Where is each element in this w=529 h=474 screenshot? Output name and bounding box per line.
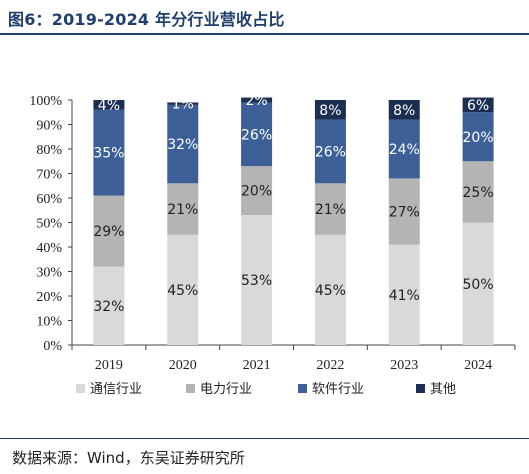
bar-segment xyxy=(241,215,273,345)
x-tick-label: 2021 xyxy=(243,358,271,373)
x-tick-label: 2023 xyxy=(390,358,418,373)
data-label: 53% xyxy=(241,273,272,289)
source-rule xyxy=(0,438,529,439)
data-label: 4% xyxy=(98,98,120,114)
y-tick-label: 40% xyxy=(36,241,62,256)
x-tick-label: 2020 xyxy=(169,358,197,373)
bar-segment xyxy=(314,234,346,345)
bar-segment xyxy=(167,183,199,235)
y-tick-label: 30% xyxy=(36,266,62,281)
data-label: 25% xyxy=(463,185,494,201)
data-label: 8% xyxy=(393,103,415,119)
bar-segment xyxy=(314,119,346,184)
y-tick-label: 100% xyxy=(29,94,62,109)
y-tick-label: 0% xyxy=(43,339,62,354)
legend-label: 通信行业 xyxy=(90,382,142,397)
data-label: 45% xyxy=(167,283,198,299)
y-tick-label: 60% xyxy=(36,192,62,207)
legend-label: 其他 xyxy=(430,382,456,397)
data-label: 20% xyxy=(241,184,272,200)
legend-swatch xyxy=(298,384,307,393)
bar-segment xyxy=(241,102,273,167)
bar-segment xyxy=(241,97,273,103)
data-label: 50% xyxy=(463,277,494,293)
data-label: 8% xyxy=(319,103,341,119)
bar-segment xyxy=(388,100,420,120)
legend-swatch xyxy=(416,384,425,393)
bar-segment xyxy=(462,222,494,345)
bar-segment xyxy=(388,178,420,245)
x-tick-label: 2022 xyxy=(316,358,344,373)
data-label: 21% xyxy=(167,202,198,218)
legend-swatch xyxy=(186,384,195,393)
source-note: 数据来源：Wind，东吴证券研究所 xyxy=(12,449,245,467)
bar-segment xyxy=(93,109,125,196)
bar-segment xyxy=(314,100,346,120)
data-label: 29% xyxy=(93,224,124,240)
data-label: 45% xyxy=(315,283,346,299)
bar-segment xyxy=(167,234,199,345)
data-label: 26% xyxy=(315,144,346,160)
bar-segment xyxy=(93,266,125,345)
legend-label: 电力行业 xyxy=(200,382,252,397)
data-label: 32% xyxy=(93,299,124,315)
bar-segment xyxy=(93,100,125,110)
data-label: 27% xyxy=(389,204,420,220)
x-tick-label: 2024 xyxy=(464,358,492,373)
y-tick-label: 90% xyxy=(36,119,62,134)
title-rule xyxy=(0,33,529,35)
y-tick-label: 80% xyxy=(36,143,62,158)
data-label: 20% xyxy=(463,130,494,146)
bar-segment xyxy=(388,244,420,345)
bar-segment xyxy=(462,97,494,113)
y-tick-label: 10% xyxy=(36,315,62,330)
data-label: 35% xyxy=(93,146,124,162)
data-label: 2% xyxy=(245,93,267,109)
data-label: 1% xyxy=(172,97,194,113)
y-tick-label: 50% xyxy=(36,217,62,232)
data-label: 26% xyxy=(241,127,272,143)
bar-segment xyxy=(93,195,125,267)
bar-segment xyxy=(167,104,199,184)
bar-segment xyxy=(462,161,494,223)
x-tick-label: 2019 xyxy=(95,358,123,373)
bar-segment xyxy=(314,183,346,235)
bar-segment xyxy=(388,119,420,179)
bar-segment xyxy=(167,102,199,105)
figure-title: 图6：2019-2024 年分行业营收占比 xyxy=(8,10,285,29)
data-label: 32% xyxy=(167,137,198,153)
data-label: 21% xyxy=(315,202,346,218)
y-tick-label: 20% xyxy=(36,290,62,305)
data-label: 6% xyxy=(467,98,489,114)
data-label: 24% xyxy=(389,142,420,158)
bar-segment xyxy=(462,112,494,162)
data-label: 41% xyxy=(389,288,420,304)
y-tick-label: 70% xyxy=(36,168,62,183)
legend-label: 软件行业 xyxy=(312,382,364,397)
legend-swatch xyxy=(76,384,85,393)
bar-segment xyxy=(241,166,273,216)
